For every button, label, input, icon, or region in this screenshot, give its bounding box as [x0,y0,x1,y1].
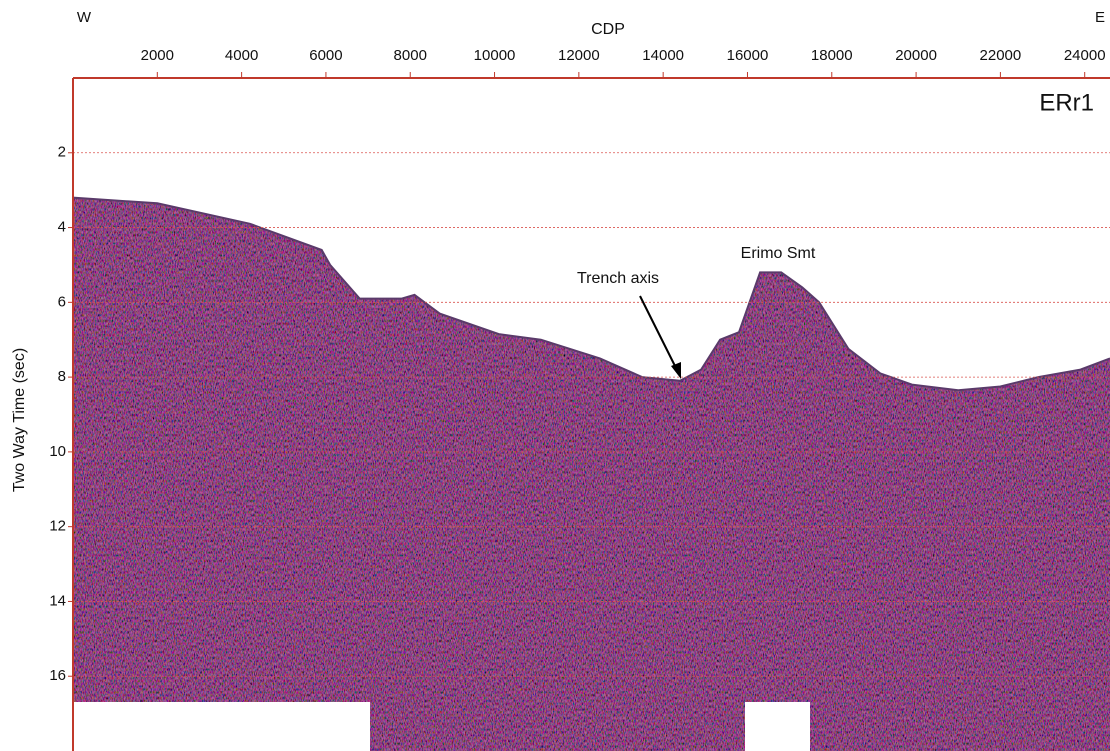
x-tick-label: 6000 [309,47,342,64]
y-tick-label: 10 [49,443,66,460]
y-axis-label: Two Way Time (sec) [11,348,28,492]
x-axis-label: CDP [591,21,625,38]
no-data [73,702,370,751]
annotation: Erimo Smt [741,245,816,262]
chart-title: ERr1 [1039,89,1094,116]
y-tick-label: 4 [58,219,66,236]
x-tick-label: 14000 [642,47,684,64]
x-tick-label: 4000 [225,47,258,64]
y-tick-label: 8 [58,368,66,385]
x-tick-label: 20000 [895,47,937,64]
x-tick-label: 10000 [474,47,516,64]
arrow-head [671,362,681,379]
y-tick-label: 12 [49,518,66,535]
east-label: E [1095,9,1105,26]
y-tick-label: 6 [58,293,66,310]
annotation: Trench axis [577,270,659,287]
x-tick-label: 18000 [811,47,853,64]
x-tick-label: 22000 [980,47,1022,64]
no-data [745,702,810,751]
x-tick-label: 16000 [727,47,769,64]
x-tick-label: 2000 [141,47,174,64]
arrow [639,295,678,371]
x-tick-label: 8000 [394,47,427,64]
x-tick-label: 12000 [558,47,600,64]
y-tick-label: 2 [58,144,66,161]
west-label: W [77,9,92,26]
y-tick-label: 16 [49,667,66,684]
x-tick-label: 24000 [1064,47,1106,64]
seismic-area [73,197,1110,751]
y-tick-label: 14 [49,592,66,609]
seafloor-line [72,196,1110,392]
